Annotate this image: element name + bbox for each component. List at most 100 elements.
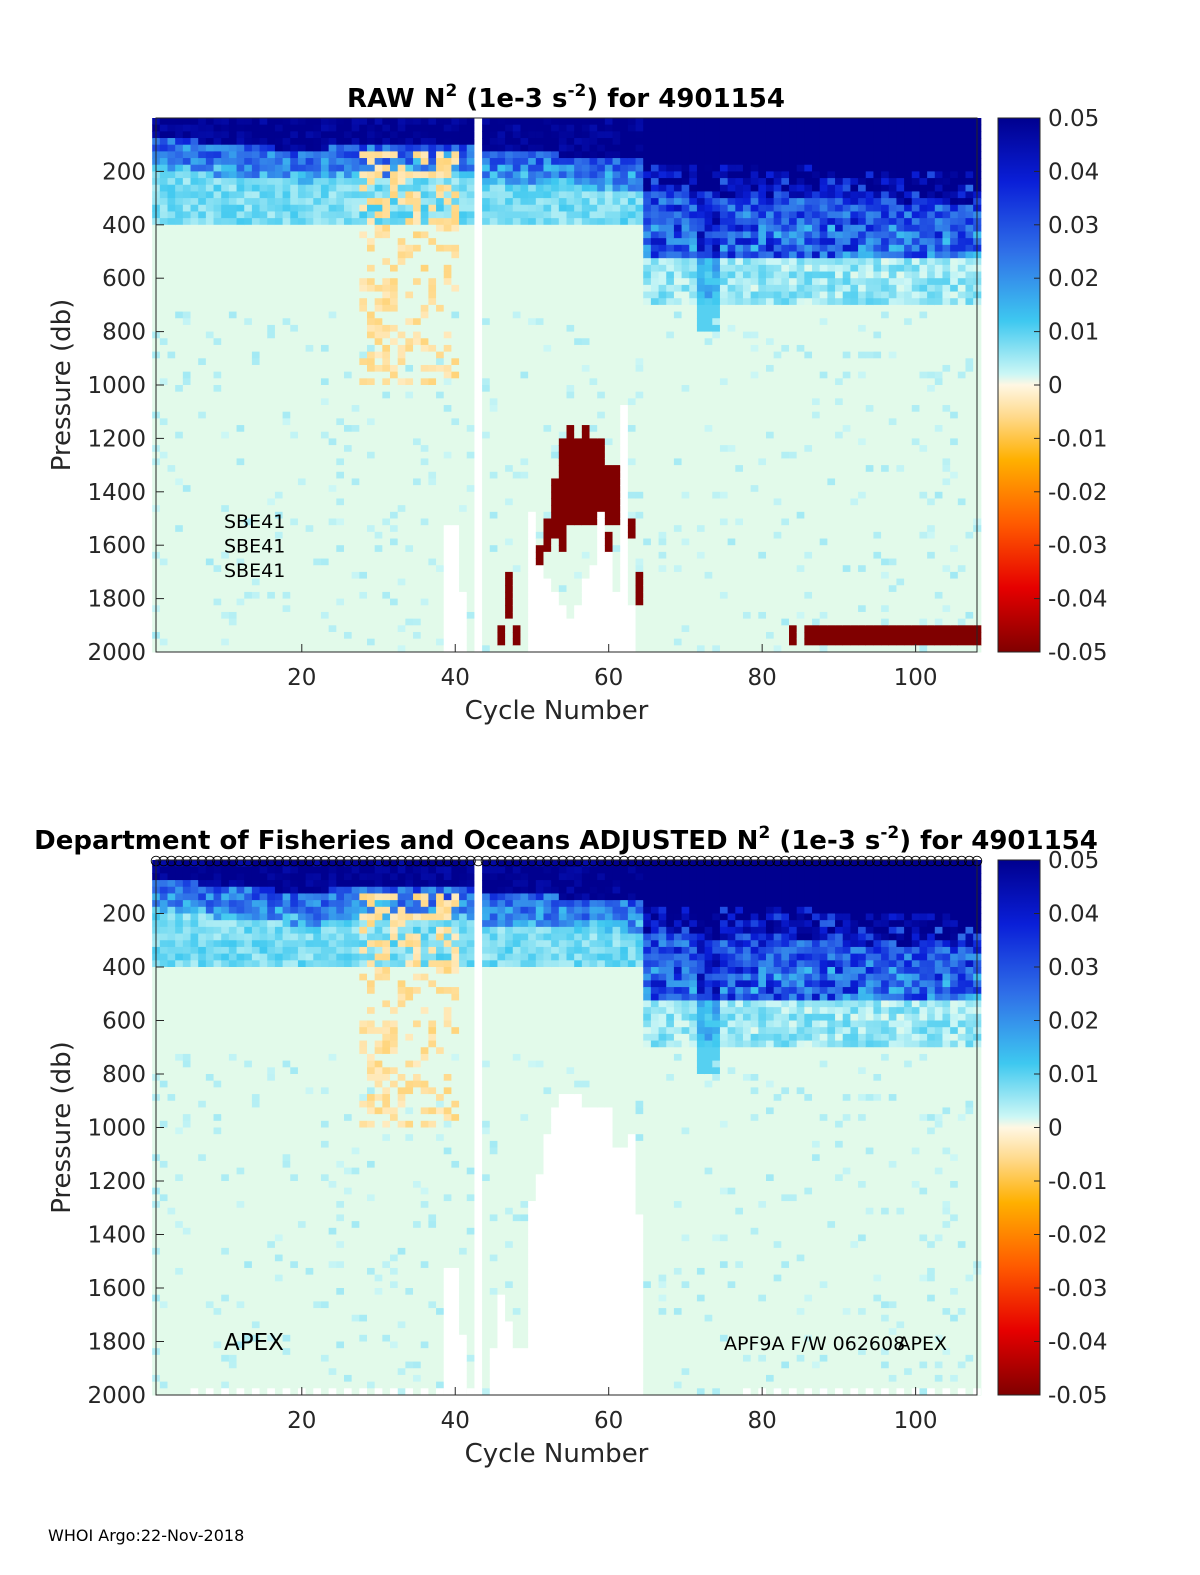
heatmap-cell [251, 238, 261, 246]
heatmap-cell [328, 418, 337, 426]
heatmap-cell [213, 304, 222, 313]
heatmap-cell [612, 224, 621, 232]
heatmap-cell [620, 318, 629, 326]
heatmap-cell [436, 525, 445, 533]
heatmap-cell [198, 405, 207, 413]
heatmap-cell [535, 498, 544, 506]
heatmap-cell [367, 204, 376, 212]
heatmap-cell [274, 445, 284, 453]
heatmap-cell [175, 465, 184, 473]
heatmap-cell [236, 338, 245, 346]
heatmap-cell [198, 218, 207, 226]
heatmap-cell [551, 198, 560, 206]
heatmap-cell [282, 124, 291, 132]
heatmap-cell [558, 338, 567, 346]
heatmap-cell [505, 571, 514, 580]
heatmap-cell [620, 538, 629, 546]
heatmap-cell [443, 578, 452, 586]
heatmap-cell [390, 218, 399, 226]
heatmap-cell [205, 318, 215, 326]
heatmap-cell [313, 331, 322, 339]
heatmap-cell [159, 224, 169, 232]
heatmap-cell [374, 585, 383, 593]
heatmap-cell [589, 284, 598, 293]
heatmap-cell [451, 238, 460, 246]
heatmap-cell [405, 598, 414, 606]
heatmap-cell [543, 605, 552, 613]
heatmap-cell [336, 191, 345, 199]
heatmap-cell [459, 158, 468, 166]
heatmap-cell [466, 224, 475, 232]
heatmap-cell [474, 538, 483, 546]
heatmap-cell [535, 238, 544, 246]
heatmap-cell [466, 178, 475, 186]
heatmap-cell [574, 371, 583, 379]
heatmap-cell [297, 358, 307, 366]
heatmap-cell [328, 231, 337, 239]
heatmap-cell [297, 551, 307, 560]
heatmap-cell [512, 565, 521, 573]
heatmap-cell [198, 118, 207, 126]
heatmap-cell [205, 204, 215, 212]
heatmap-cell [274, 405, 284, 413]
heatmap-cell [213, 171, 222, 179]
heatmap-cell [566, 331, 575, 339]
heatmap-cell [282, 138, 291, 146]
heatmap-cell [420, 344, 429, 353]
heatmap-cell [436, 398, 445, 406]
heatmap-cell [351, 525, 360, 533]
heatmap-cell [612, 558, 621, 566]
heatmap-cell [167, 638, 176, 646]
heatmap-cell [336, 224, 345, 232]
heatmap-cell [512, 491, 521, 499]
heatmap-cell [520, 531, 529, 540]
heatmap-cell [535, 144, 544, 152]
heatmap-cell [290, 271, 299, 279]
heatmap-cell [367, 631, 376, 640]
heatmap-cell [167, 605, 176, 613]
heatmap-cell [336, 178, 345, 186]
heatmap-cell [482, 471, 491, 479]
heatmap-cell [558, 138, 567, 146]
heatmap-cell [489, 138, 498, 146]
heatmap-cell [320, 445, 330, 453]
heatmap-cell [589, 318, 598, 326]
heatmap-cell [282, 311, 291, 319]
heatmap-cell [466, 605, 475, 613]
heatmap-cell [520, 284, 529, 293]
heatmap-cell [244, 184, 253, 192]
heatmap-cell [305, 485, 314, 493]
heatmap-cell [597, 518, 606, 526]
heatmap-cell [589, 218, 598, 226]
heatmap-cell [343, 364, 353, 373]
heatmap-cell [167, 251, 176, 259]
heatmap-cell [351, 171, 360, 179]
heatmap-cell [274, 391, 284, 399]
heatmap-cell [428, 271, 437, 279]
heatmap-cell [359, 625, 368, 633]
heatmap-cell [489, 358, 498, 366]
heatmap-cell [351, 158, 360, 166]
heatmap-cell [413, 144, 422, 152]
heatmap-cell [428, 591, 437, 600]
heatmap-cell [397, 411, 406, 419]
heatmap-cell [520, 405, 529, 413]
heatmap-cell [167, 311, 176, 319]
heatmap-cell [198, 485, 207, 493]
heatmap-cell [612, 211, 621, 219]
heatmap-cell [328, 118, 337, 126]
heatmap-cell [413, 618, 422, 626]
heatmap-cell [612, 264, 621, 273]
heatmap-cell [167, 151, 176, 159]
heatmap-cell [397, 471, 406, 479]
heatmap-cell [182, 411, 192, 419]
heatmap-cell [497, 118, 506, 126]
heatmap-cell [382, 531, 391, 540]
heatmap-cell [474, 204, 483, 212]
heatmap-cell [259, 238, 268, 246]
heatmap-cell [343, 538, 353, 546]
heatmap-cell [297, 438, 307, 446]
heatmap-cell [574, 518, 583, 526]
heatmap-cell [474, 338, 483, 346]
heatmap-cell [313, 591, 322, 600]
